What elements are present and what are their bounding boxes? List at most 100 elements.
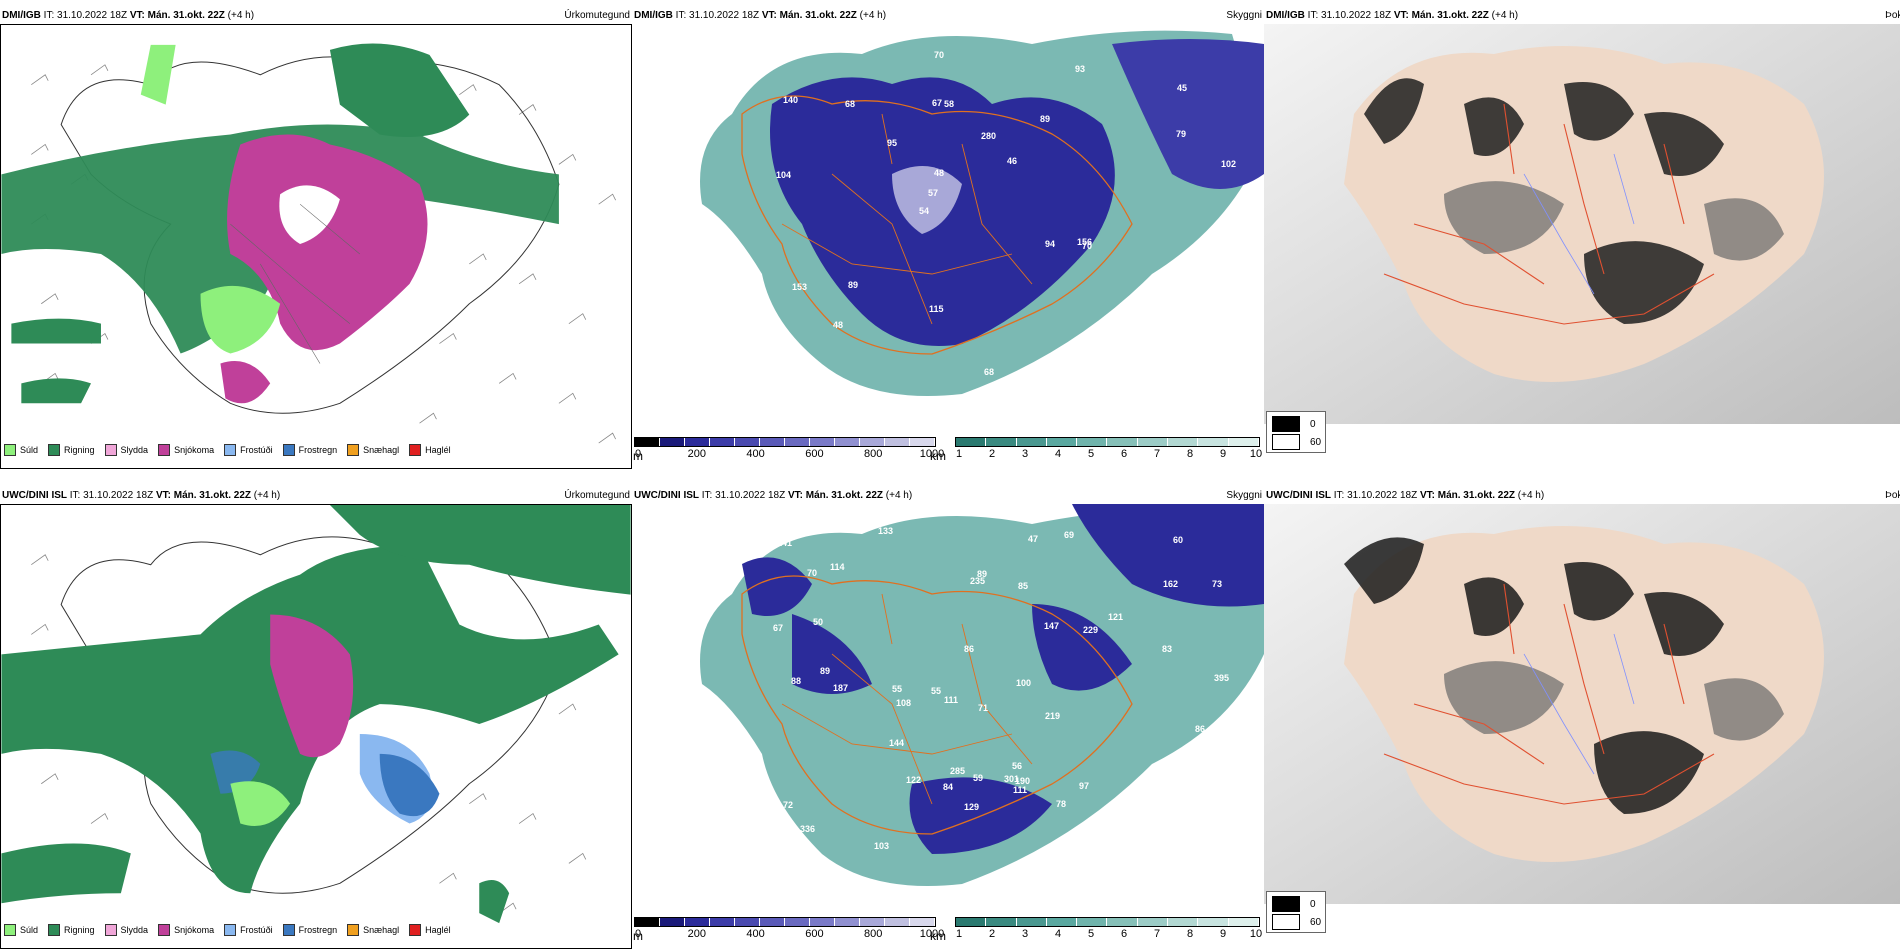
fog-legend: 0 60 [1266, 891, 1326, 933]
cloud-base-label: 54 [919, 206, 929, 216]
colorbar-tick: 1000 [919, 928, 945, 940]
colorbar-tick: 4 [1054, 448, 1062, 460]
legend-item: Slydda [104, 924, 148, 936]
cloud-base-label: 144 [889, 738, 904, 748]
cloud-base-label: 395 [1214, 673, 1229, 683]
model-name: UWC/DINI ISL [1266, 490, 1331, 501]
colorbar-swatch [986, 918, 1017, 926]
cloud-base-label: 68 [984, 367, 994, 377]
colorbar-tick: 6 [1120, 928, 1128, 940]
cloud-base-label: 153 [792, 282, 807, 292]
colorbar-swatch [1198, 438, 1229, 446]
colorbar-tick: 3 [1021, 448, 1029, 460]
colorbar-tick: 0 [634, 928, 642, 940]
panel-title: Skyggni [1226, 490, 1262, 501]
colorbar-swatch [735, 438, 760, 446]
panel-header: UWC/DINI ISL IT: 31.10.2022 18Z VT: Mán.… [1264, 488, 1900, 504]
colorbar-swatch [760, 918, 785, 926]
legend-item: Snjókoma [158, 444, 214, 456]
cloud-base-label: 63 [1163, 312, 1173, 322]
colorbar-tick: 400 [746, 928, 765, 940]
cloud-base-label: 93 [1075, 64, 1085, 74]
cloud-base-label: 95 [887, 138, 897, 148]
colorbar-tick: 7 [1153, 928, 1161, 940]
cloud-base-label: 240 [1167, 794, 1182, 804]
cloud-base-label: 104 [776, 170, 791, 180]
colorbar-swatch [810, 438, 835, 446]
cloud-base-label: 85 [1018, 581, 1028, 591]
colorbar-tick: 10 [1249, 928, 1263, 940]
cloud-panel-bottom: UWC/DINI ISL IT: 31.10.2022 18Z VT: Mán.… [632, 488, 1264, 943]
precip-map [0, 24, 632, 469]
colorbar-swatch [1077, 438, 1108, 446]
cloud-base-label: 115 [929, 304, 944, 314]
cloud-base-label: 56 [1012, 761, 1022, 771]
colorbar-swatch [1137, 918, 1169, 926]
colorbar-tick: 5 [1087, 448, 1095, 460]
colorbar-unit: km [930, 449, 946, 463]
cloud-base-label: 89 [1040, 114, 1050, 124]
valid-time-label: VT: [155, 490, 171, 501]
cloud-base-label: 301 [1004, 774, 1019, 784]
cloud-base-colorbar: 0 200 400 600 800 1000 m [633, 437, 944, 463]
cloud-base-label: 51 [1060, 837, 1070, 847]
cloud-map: 120 104 45 54 89 69 67 280 153 95 119 48 58 46 70 140 70… [632, 24, 1264, 424]
colorbar-tick: 3 [1021, 928, 1029, 940]
colorbar-swatch [835, 918, 860, 926]
cloud-base-label: 58 [944, 99, 954, 109]
colorbar-tick: 4 [1054, 928, 1062, 940]
legend-item: Haglél [409, 444, 451, 456]
cloud-base-label: 103 [874, 841, 889, 851]
cloud-base-label: 119 [756, 334, 771, 344]
forecast-offset: (+4 h) [253, 490, 281, 501]
legend-item: Rigning [48, 444, 95, 456]
init-time: IT: 31.10.2022 18Z [1333, 490, 1418, 501]
colorbar-swatch [1107, 918, 1138, 926]
colorbar-swatch [710, 438, 735, 446]
colorbar-swatch [1228, 918, 1259, 926]
precip-panel-top: DMI/IGB IT: 31.10.2022 18Z VT: Mán. 31.o… [0, 8, 632, 469]
cloud-base-label: 67 [773, 623, 783, 633]
init-time: IT: 31.10.2022 18Z [1307, 10, 1392, 21]
cloud-base-label: 120 [1169, 349, 1184, 359]
legend-item: Frostregn [282, 444, 337, 456]
colorbar-swatch [885, 918, 910, 926]
colorbar-swatch [1168, 918, 1199, 926]
colorbar-tick: 400 [746, 448, 765, 460]
colorbar-swatch [1228, 438, 1259, 446]
legend-item: Slydda [104, 444, 148, 456]
cloud-base-label: 86 [964, 644, 974, 654]
colorbar-swatch [986, 438, 1017, 446]
colorbar-tick: 600 [805, 928, 824, 940]
panel-title: Skyggni [1226, 10, 1262, 21]
colorbar-tick: 9 [1219, 928, 1227, 940]
cloud-base-label: 70 [1082, 241, 1092, 251]
colorbar-tick: 2 [988, 448, 996, 460]
cloud-base-label: 94 [1045, 239, 1055, 249]
panel-header: DMI/IGB IT: 31.10.2022 18Z VT: Mán. 31.o… [1264, 8, 1900, 24]
cloud-base-label: 86 [1195, 724, 1205, 734]
legend-item: Rigning [48, 924, 95, 936]
cloud-base-label: 55 [892, 684, 902, 694]
fog-map [1264, 504, 1900, 904]
cloud-base-label: 70 [807, 568, 817, 578]
colorbar-swatch [660, 438, 685, 446]
cloud-base-label: 60 [1173, 535, 1183, 545]
colorbar-tick: 800 [864, 448, 883, 460]
colorbar-tick: 200 [687, 928, 706, 940]
colorbar-tick: 1000 [919, 448, 945, 460]
cloud-map: 240 185 56 47 97 229 52 87 114 78 89 55 69 301 285 336 2… [632, 504, 1264, 904]
cloud-base-label: 141 [777, 538, 792, 548]
cloud-base-label: 89 [820, 666, 830, 676]
cloud-base-label: 133 [878, 526, 893, 536]
cloud-base-label: 89 [977, 569, 987, 579]
colorbar-tick: 8 [1186, 928, 1194, 940]
colorbar-swatch [835, 438, 860, 446]
colorbar-swatch [760, 438, 785, 446]
cloud-base-label: 219 [1045, 711, 1060, 721]
forecast-offset: (+4 h) [859, 10, 887, 21]
colorbar-tick: 7 [1153, 448, 1161, 460]
visibility-colorbar: 1 2 3 4 5 6 7 8 9 10 km [930, 917, 1263, 943]
colorbar-tick: 0 [634, 448, 642, 460]
legend-item: Haglél [409, 924, 451, 936]
